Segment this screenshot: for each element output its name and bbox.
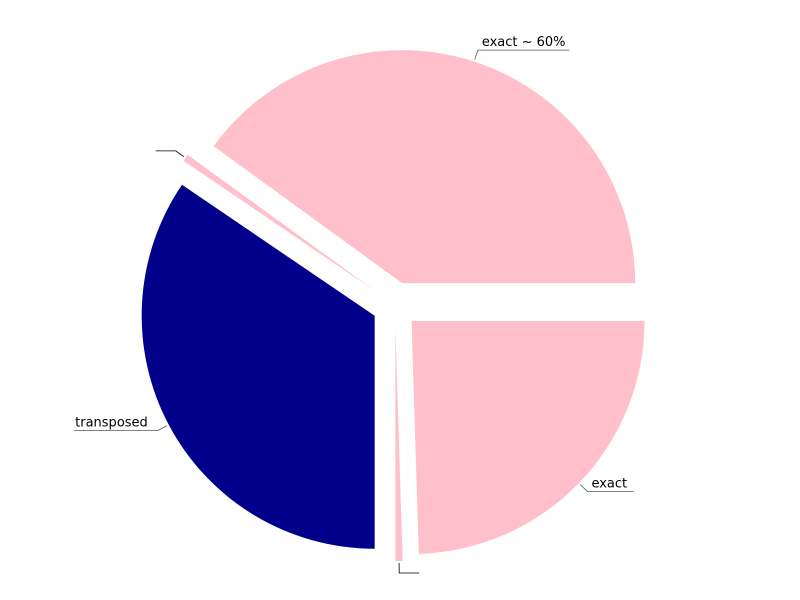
- pie-slices: [141, 50, 645, 561]
- pie-slice-1: [183, 154, 377, 292]
- leader-line-3: [398, 562, 420, 574]
- slice-label-4: exact: [591, 477, 627, 492]
- leader-line-4: [579, 484, 634, 492]
- leader-line-0: [474, 49, 570, 60]
- leader-line-2: [74, 425, 168, 431]
- pie-slice-2: [141, 184, 375, 549]
- pie-slice-4: [411, 321, 645, 554]
- pie-slice-0: [213, 50, 636, 284]
- pie-labels: exact ~ 60% transposed exact: [74, 35, 634, 574]
- slice-label-2: transposed: [75, 415, 148, 430]
- pie-slice-3: [395, 327, 403, 561]
- leader-line-1: [155, 150, 185, 157]
- slice-label-0: exact ~ 60%: [482, 35, 566, 50]
